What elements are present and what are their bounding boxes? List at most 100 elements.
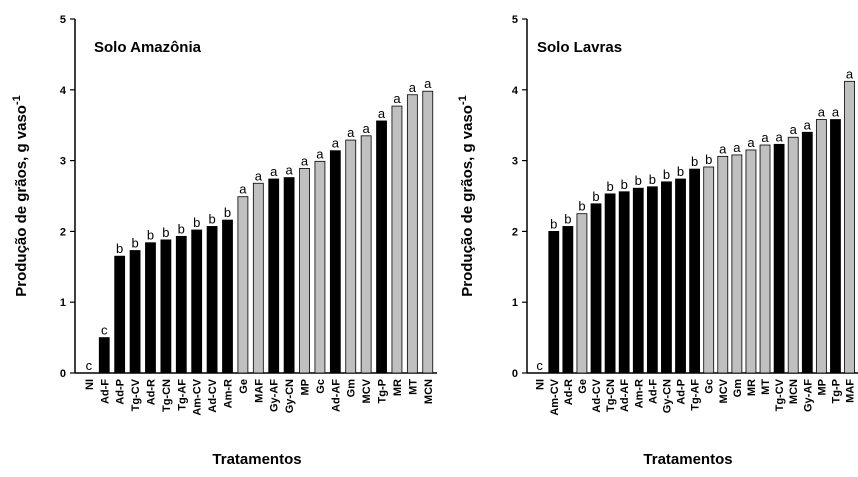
category-label: Am-CV bbox=[192, 378, 204, 415]
data-label: b bbox=[116, 241, 123, 256]
data-label: b bbox=[178, 221, 185, 236]
category-label: Gy-AF bbox=[802, 379, 814, 412]
y-tick-label: 1 bbox=[512, 297, 518, 309]
data-label: a bbox=[378, 106, 386, 121]
y-axis-label-main: Produção de grãos, g vaso bbox=[459, 105, 476, 297]
data-label: b bbox=[208, 211, 215, 226]
chart-panel-1: 0 1 2 3 4 5 c NI c Ad-F b Ad-P b Tg-CV b Ad-R b Tg-CN b Tg-… bbox=[11, 14, 437, 468]
category-label: Ge bbox=[577, 379, 589, 394]
y-tick-label: 2 bbox=[60, 226, 66, 238]
data-label: b bbox=[147, 228, 154, 243]
category-label: Ad-R bbox=[145, 379, 157, 405]
y-axis-label-main: Produção de grãos, g vaso bbox=[13, 105, 30, 297]
category-label: MAF bbox=[253, 379, 265, 403]
bar-Gm bbox=[731, 154, 743, 374]
x-axis-label: Tratamentos bbox=[643, 451, 732, 468]
category-label: MR bbox=[392, 379, 404, 396]
data-label: b bbox=[606, 179, 613, 194]
data-label: a bbox=[719, 141, 727, 156]
data-label: a bbox=[363, 121, 371, 136]
category-label: Gy-AF bbox=[269, 379, 281, 412]
bar-Am-CV bbox=[191, 229, 203, 374]
data-label: c bbox=[86, 358, 93, 373]
bar-Tg-AF bbox=[175, 235, 187, 374]
category-label: Tg-CV bbox=[130, 378, 142, 411]
category-label: Ad-F bbox=[99, 379, 111, 404]
category-label: MT bbox=[760, 379, 772, 395]
category-label: Tg-CV bbox=[774, 378, 786, 411]
y-tick-label: 5 bbox=[60, 14, 66, 26]
category-label: Gm bbox=[346, 379, 358, 398]
bar-MAF bbox=[252, 182, 264, 374]
bar-Ad-AF bbox=[618, 191, 630, 374]
data-label: a bbox=[832, 105, 840, 120]
bar-Am-CV bbox=[548, 230, 560, 374]
data-label: a bbox=[790, 122, 798, 137]
bar-Ad-P bbox=[114, 255, 126, 374]
bar-Tg-AF bbox=[689, 168, 701, 374]
data-label: b bbox=[550, 216, 557, 231]
category-label: Tg-P bbox=[830, 379, 842, 403]
bar-Gm bbox=[345, 139, 357, 374]
y-tick-label: 3 bbox=[60, 156, 66, 168]
bar-MP bbox=[815, 119, 827, 374]
y-tick-label: 4 bbox=[60, 85, 67, 97]
category-label: Tg-CN bbox=[161, 379, 173, 412]
category-label: Ad-AF bbox=[330, 379, 342, 412]
bar-Gc bbox=[314, 160, 326, 374]
category-label: Gy-CN bbox=[661, 379, 673, 413]
bar-Ad-F bbox=[646, 186, 658, 374]
data-label: c bbox=[536, 358, 543, 373]
bar-MCV bbox=[360, 135, 372, 374]
bar-MT bbox=[406, 94, 418, 374]
data-label: b bbox=[224, 205, 231, 220]
data-label: b bbox=[162, 225, 169, 240]
category-label: Ad-CV bbox=[207, 378, 219, 412]
data-label: a bbox=[239, 182, 247, 197]
data-label: a bbox=[286, 163, 294, 178]
bar-Am-R bbox=[222, 219, 233, 374]
x-axis-label: Tratamentos bbox=[212, 451, 301, 468]
y-axis-label-superscript: -1 bbox=[11, 95, 23, 105]
bar-Ad-F bbox=[98, 337, 110, 374]
category-label: Gy-CN bbox=[284, 379, 296, 413]
data-label: b bbox=[649, 172, 656, 187]
data-label: a bbox=[393, 91, 401, 106]
data-label: b bbox=[691, 154, 698, 169]
data-label: b bbox=[663, 167, 670, 182]
bar-Ad-CV bbox=[590, 203, 602, 374]
bar-MR bbox=[745, 149, 757, 374]
data-label: c bbox=[101, 323, 108, 338]
bar-Gy-AF bbox=[801, 131, 813, 374]
y-axis-label: Produção de grãos, g vaso-1 bbox=[11, 95, 30, 297]
y-axis-label: Produção de grãos, g vaso-1 bbox=[457, 95, 476, 297]
data-label: a bbox=[409, 80, 417, 95]
y-tick-label: 0 bbox=[60, 368, 66, 380]
data-label: a bbox=[316, 146, 324, 161]
data-label: b bbox=[564, 211, 571, 226]
bar-Tg-CN bbox=[604, 193, 616, 374]
bar-Tg-P bbox=[830, 119, 841, 374]
data-label: b bbox=[677, 164, 684, 179]
y-tick-label: 2 bbox=[512, 226, 518, 238]
category-label: Ad-R bbox=[563, 379, 575, 405]
bar-Gy-CN bbox=[283, 177, 295, 374]
data-label: a bbox=[424, 76, 432, 91]
category-label: MCN bbox=[423, 379, 435, 404]
category-label: Gc bbox=[704, 379, 716, 394]
category-label: MT bbox=[407, 379, 419, 395]
bar-Tg-CV bbox=[129, 250, 141, 374]
category-label: Ad-CV bbox=[591, 378, 603, 412]
bar-Ge bbox=[576, 213, 588, 374]
category-label: Ad-AF bbox=[619, 379, 631, 412]
bar-Am-R bbox=[632, 187, 644, 374]
data-label: a bbox=[255, 168, 263, 183]
y-tick-label: 5 bbox=[512, 14, 518, 26]
category-label: Am-R bbox=[633, 379, 645, 408]
bar-Ad-AF bbox=[329, 150, 341, 374]
category-label: MCV bbox=[361, 378, 373, 403]
data-label: b bbox=[193, 215, 200, 230]
category-label: Am-CV bbox=[549, 378, 561, 415]
panel-title: Solo Lavras bbox=[537, 39, 622, 56]
data-label: b bbox=[592, 189, 599, 204]
